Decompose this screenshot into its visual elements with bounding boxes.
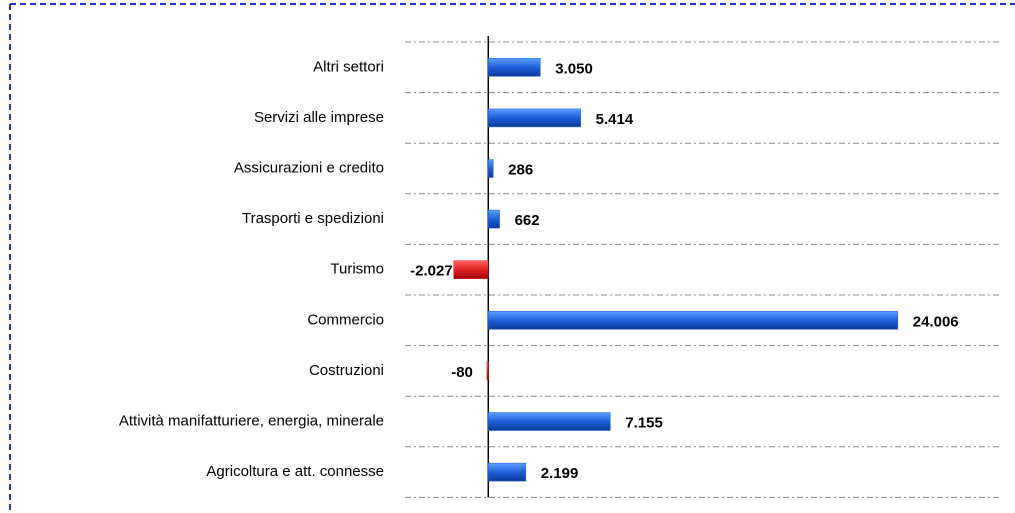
category-label: Attività manifatturiere, energia, minera… xyxy=(119,412,384,429)
category-label: Commercio xyxy=(307,311,384,328)
bar xyxy=(488,412,611,431)
value-label: 5.414 xyxy=(596,111,634,128)
value-label: -2.027 xyxy=(410,263,453,280)
bar xyxy=(453,260,489,279)
bar xyxy=(488,159,494,178)
category-label: Agricoltura e att. connesse xyxy=(206,463,384,480)
bar xyxy=(488,58,541,77)
value-label: 2.199 xyxy=(541,465,579,482)
value-label: 3.050 xyxy=(555,60,593,77)
bar xyxy=(488,209,500,229)
category-label: Costruzioni xyxy=(309,362,384,379)
value-label: 7.155 xyxy=(625,414,663,431)
category-label: Trasporti e spedizioni xyxy=(242,210,384,227)
bar xyxy=(488,462,527,482)
value-label: -80 xyxy=(451,364,473,381)
category-label: Servizi alle imprese xyxy=(254,109,384,126)
value-label: 24.006 xyxy=(913,313,959,330)
value-label: 286 xyxy=(508,161,533,178)
bar xyxy=(486,361,489,381)
bar xyxy=(488,108,581,128)
bar xyxy=(488,311,899,330)
value-label: 662 xyxy=(515,212,540,229)
category-label: Altri settori xyxy=(313,58,384,75)
category-label: Turismo xyxy=(330,261,384,278)
category-label: Assicurazioni e credito xyxy=(234,159,384,176)
